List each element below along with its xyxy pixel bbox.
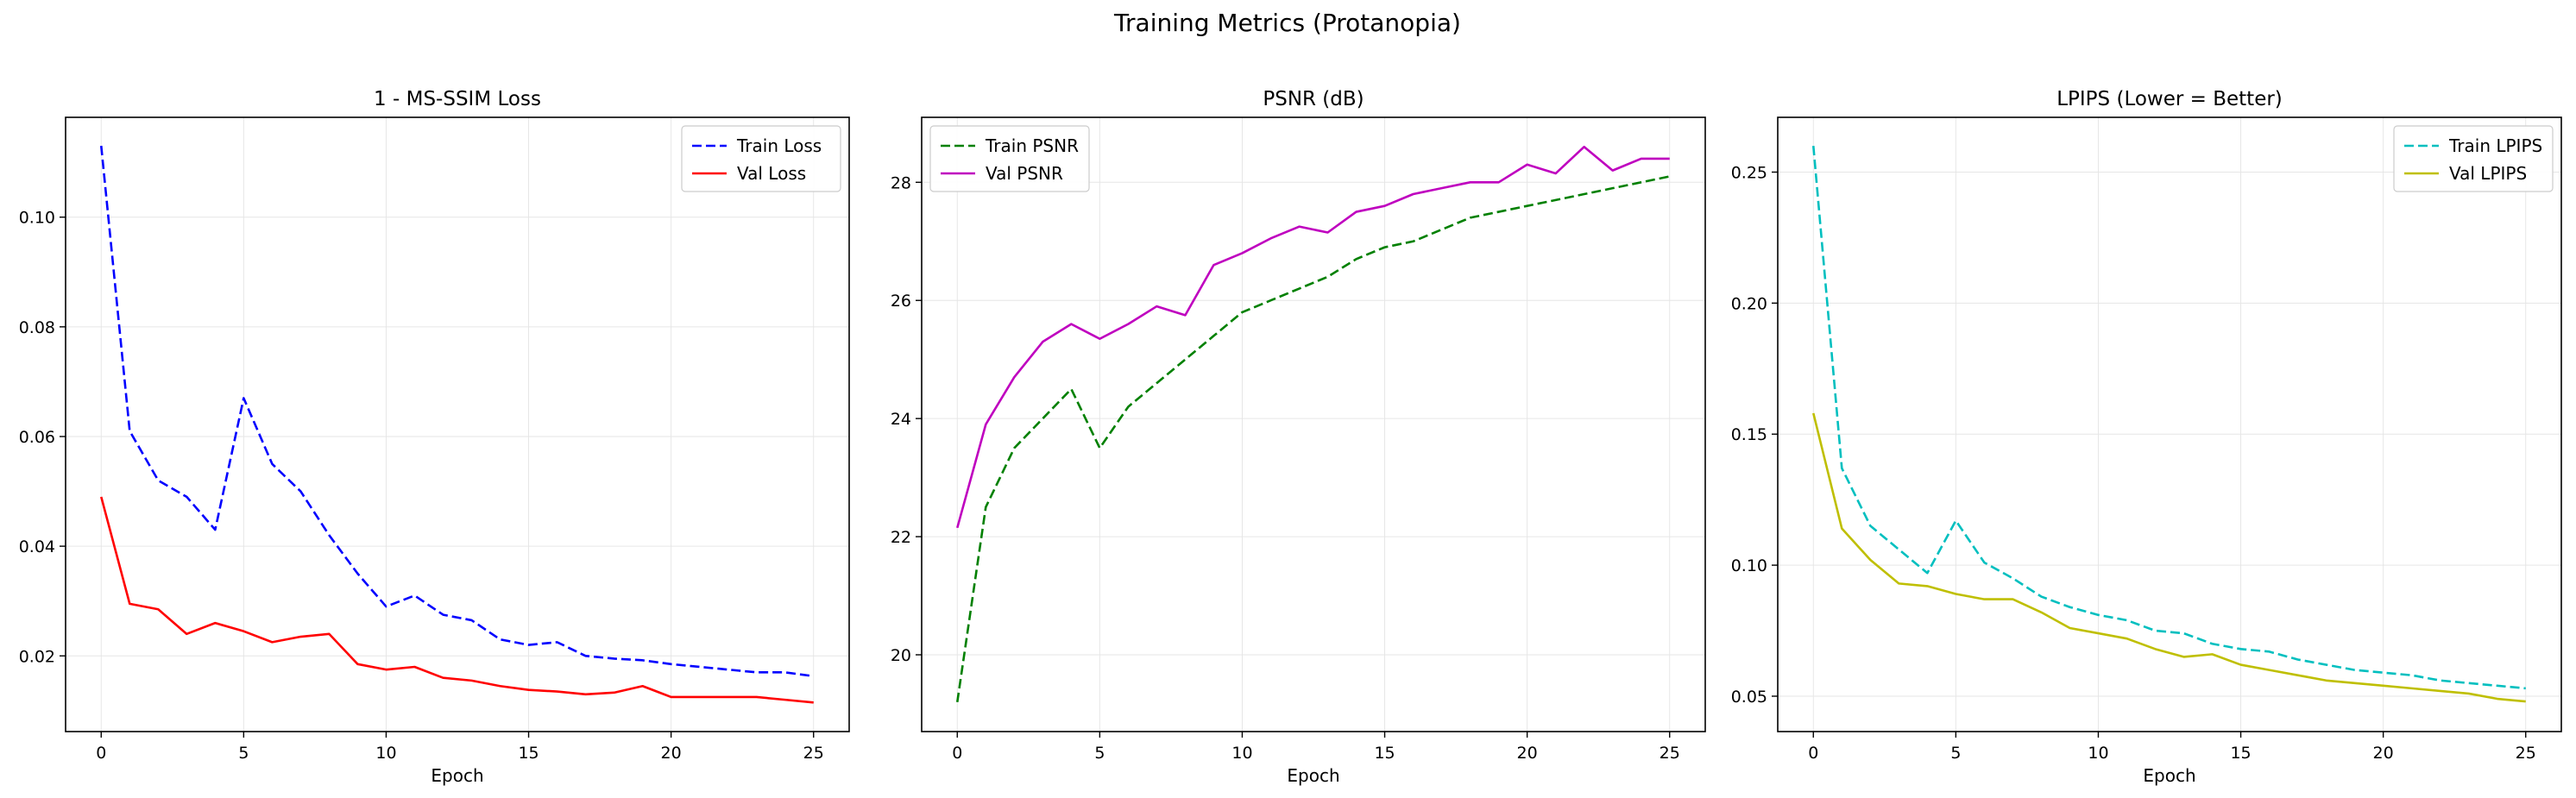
y-tick-label: 22 xyxy=(891,528,911,547)
x-tick-label: 20 xyxy=(2373,744,2394,763)
legend-label-train-loss: Train Loss xyxy=(736,135,822,156)
y-tick-label: 26 xyxy=(891,292,911,311)
y-tick-label: 0.10 xyxy=(1731,556,1767,575)
axes-frame xyxy=(1777,116,2562,732)
legend-box xyxy=(2393,125,2554,192)
series-line-train-psnr xyxy=(955,175,1670,702)
legend-box xyxy=(929,125,1090,192)
x-tick-label: 15 xyxy=(518,744,539,763)
y-tick-label: 28 xyxy=(891,173,911,192)
series-line-val-loss xyxy=(100,496,814,704)
x-tick-label: 10 xyxy=(2088,744,2108,763)
subplots: 0 5 10 15 20 25 0.02 0.04 0.06 0.08 0.10 1 - MS-SSI… xyxy=(19,88,2562,786)
x-tick-label: 25 xyxy=(2516,744,2536,763)
legend-label-train-lpips: Train LPIPS xyxy=(2448,135,2542,156)
x-tick-label: 0 xyxy=(1808,744,1818,763)
subplot-2: 0 5 10 15 20 25 20 22 24 26 28 PSNR (dB) Epoch Train … xyxy=(891,88,1706,786)
x-tick-label: 20 xyxy=(661,744,682,763)
legend-box xyxy=(681,125,841,192)
x-tick-label: 10 xyxy=(1231,744,1252,763)
y-tick-label: 0.25 xyxy=(1731,163,1767,182)
y-tick-label: 20 xyxy=(891,646,911,665)
figure-title: Training Metrics (Protanopia) xyxy=(1113,9,1461,37)
series-line-train-loss xyxy=(99,145,814,678)
legend: Train PSNR Val PSNR xyxy=(929,125,1090,192)
subplot-title: LPIPS (Lower = Better) xyxy=(2056,88,2283,110)
y-tick-label: 0.10 xyxy=(19,209,55,228)
x-tick-label: 20 xyxy=(1517,744,1538,763)
y-tick-label: 0.05 xyxy=(1731,688,1767,707)
y-tick-label: 0.02 xyxy=(19,647,55,666)
x-tick-label: 10 xyxy=(375,744,396,763)
x-tick-label: 25 xyxy=(1660,744,1680,763)
y-tick-label: 0.15 xyxy=(1731,425,1767,444)
x-axis-label: Epoch xyxy=(1287,765,1339,786)
y-tick-label: 0.20 xyxy=(1731,294,1767,313)
subplot-title: 1 - MS-SSIM Loss xyxy=(374,88,541,110)
legend-label-val-lpips: Val LPIPS xyxy=(2449,163,2527,184)
axes-frame xyxy=(921,116,1706,732)
x-axis-label: Epoch xyxy=(2143,765,2195,786)
x-tick-label: 5 xyxy=(1950,744,1961,763)
legend-label-val-loss: Val Loss xyxy=(737,163,806,184)
y-tick-label: 0.04 xyxy=(19,537,55,556)
axes-frame xyxy=(65,116,850,732)
subplot-title: PSNR (dB) xyxy=(1263,88,1364,110)
legend-label-train-psnr: Train PSNR xyxy=(985,135,1079,156)
y-tick-label: 0.08 xyxy=(19,318,55,337)
legend-label-val-psnr: Val PSNR xyxy=(986,163,1063,184)
series-line-val-psnr xyxy=(956,145,1670,529)
legend: Train Loss Val Loss xyxy=(681,125,841,192)
subplot-1: 0 5 10 15 20 25 0.02 0.04 0.06 0.08 0.10 1 - MS-SSI… xyxy=(19,88,850,786)
x-tick-label: 0 xyxy=(952,744,962,763)
x-tick-label: 25 xyxy=(803,744,824,763)
y-tick-label: 24 xyxy=(891,410,911,429)
subplot-3: 0 5 10 15 20 25 0.05 0.10 0.15 0.20 0.25 LPIPS (Low… xyxy=(1731,88,2562,786)
series-line-val-lpips xyxy=(1812,412,2526,703)
legend: Train LPIPS Val LPIPS xyxy=(2393,125,2554,192)
x-tick-label: 15 xyxy=(1374,744,1395,763)
x-tick-label: 5 xyxy=(1094,744,1105,763)
x-axis-label: Epoch xyxy=(431,765,483,786)
x-tick-label: 15 xyxy=(2230,744,2251,763)
x-tick-label: 5 xyxy=(238,744,249,763)
x-tick-label: 0 xyxy=(96,744,106,763)
series-line-train-lpips xyxy=(1811,145,2526,690)
y-tick-label: 0.06 xyxy=(19,428,55,447)
